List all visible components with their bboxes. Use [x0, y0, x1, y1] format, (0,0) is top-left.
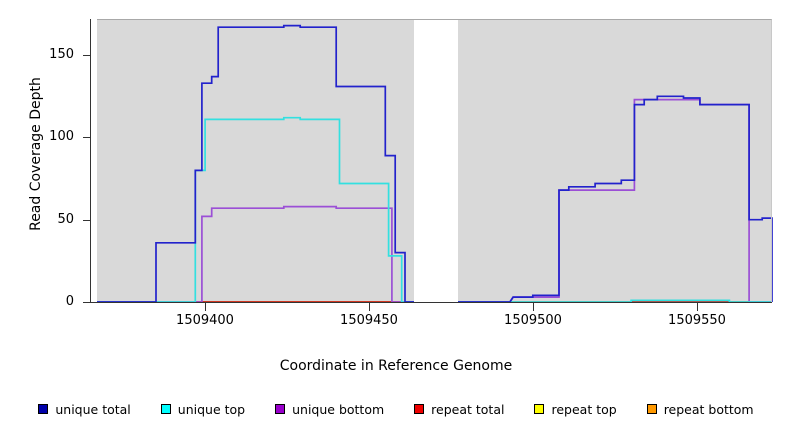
- x-tick-label: 1509550: [668, 313, 726, 328]
- legend-label: repeat bottom: [663, 401, 754, 417]
- y-tick-label: 100: [49, 129, 74, 144]
- x-tick-label: 1509500: [504, 313, 562, 328]
- y-tick-mark: [83, 137, 91, 138]
- legend-item-unique-bottom[interactable]: unique bottom: [275, 403, 384, 416]
- legend-swatch-icon: [534, 404, 545, 414]
- legend-item-repeat-top[interactable]: repeat top: [534, 401, 617, 417]
- x-tick-mark: [533, 303, 534, 311]
- x-tick-mark: [369, 303, 370, 311]
- y-tick-mark: [83, 302, 91, 303]
- x-tick-mark: [697, 303, 698, 311]
- x-tick-mark: [205, 303, 206, 311]
- y-tick-label: 50: [57, 212, 74, 227]
- legend-item-repeat-total[interactable]: repeat total: [414, 403, 504, 416]
- y-tick-label: 0: [65, 294, 74, 309]
- y-tick-mark: [83, 55, 91, 56]
- legend-swatch-icon: [275, 404, 286, 414]
- y-axis-title: Read Coverage Depth: [28, 77, 44, 231]
- legend-swatch-icon: [414, 404, 425, 414]
- x-axis-title: Coordinate in Reference Genome: [279, 358, 513, 374]
- legend-label: repeat top: [551, 401, 617, 417]
- legend-label: unique total: [55, 401, 131, 417]
- series-line-unique-top: [97, 116, 772, 303]
- legend-item-repeat-bottom[interactable]: repeat bottom: [646, 401, 754, 417]
- legend-item-unique-total[interactable]: unique total: [38, 401, 131, 417]
- y-tick-label: 150: [49, 47, 74, 62]
- y-axis-line: [90, 19, 91, 302]
- legend-swatch-icon: [646, 404, 657, 414]
- x-tick-label: 1509450: [340, 313, 398, 328]
- legend-label: unique bottom: [292, 401, 385, 417]
- y-tick-mark: [83, 220, 91, 221]
- chart-legend: unique total unique top unique bottom repea…: [0, 398, 792, 420]
- legend-swatch-icon: [38, 404, 49, 414]
- no-data-gap-region: [414, 19, 458, 302]
- x-axis-line: [90, 302, 772, 303]
- legend-item-unique-top[interactable]: unique top: [160, 401, 246, 417]
- legend-label: unique top: [177, 401, 246, 417]
- x-tick-label: 1509400: [176, 313, 234, 328]
- legend-swatch-icon: [160, 404, 171, 414]
- legend-label: repeat total: [431, 401, 505, 417]
- series-line-unique-total: [97, 24, 773, 303]
